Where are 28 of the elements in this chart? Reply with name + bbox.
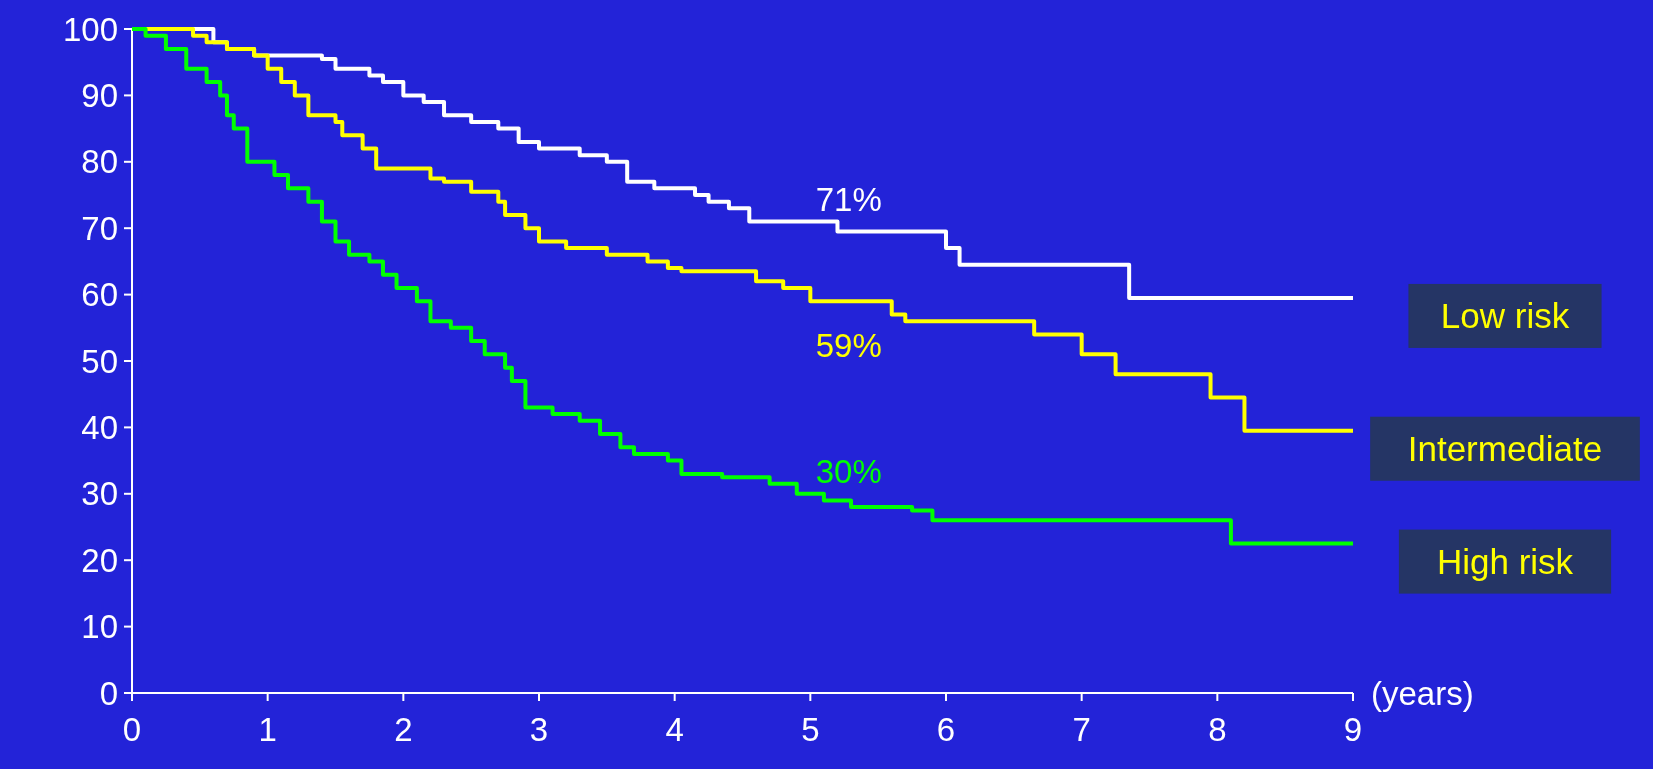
x-tick-label: 8 xyxy=(1208,711,1227,748)
x-tick-label: 0 xyxy=(122,711,142,748)
y-tick-label: 60 xyxy=(81,276,118,314)
text: High risk xyxy=(1436,541,1574,581)
y-tick-label: 80 xyxy=(81,143,118,181)
x-tick-label: 5 xyxy=(801,711,820,748)
annotation: 71% xyxy=(815,181,882,219)
y-tick-label: 0 xyxy=(99,674,118,712)
y-tick-label: 90 xyxy=(81,76,118,114)
x-tick-label: 3 xyxy=(529,711,549,748)
annotation: 59% xyxy=(815,326,882,364)
x-tick-label: 6 xyxy=(936,711,956,748)
y-tick-label: 50 xyxy=(81,342,118,380)
x-tick-label: 4 xyxy=(665,711,684,748)
x-tick-label: 9 xyxy=(1343,711,1363,748)
text: Low risk xyxy=(1440,296,1570,336)
series-label: Intermediate xyxy=(1407,428,1603,468)
x-tick-label: 7 xyxy=(1072,711,1091,748)
x-tick-label: 2 xyxy=(394,711,413,748)
annotation: 30% xyxy=(815,453,882,491)
y-tick-label: 30 xyxy=(81,475,118,513)
y-tick-label: 10 xyxy=(81,608,118,646)
y-tick-label: 40 xyxy=(81,408,118,446)
x-tick-label: 1 xyxy=(258,711,277,748)
y-tick-label: 100 xyxy=(62,10,118,48)
y-tick-label: 70 xyxy=(81,209,118,247)
y-tick-label: 20 xyxy=(81,541,118,579)
x-axis-title: (years) xyxy=(1371,674,1474,712)
